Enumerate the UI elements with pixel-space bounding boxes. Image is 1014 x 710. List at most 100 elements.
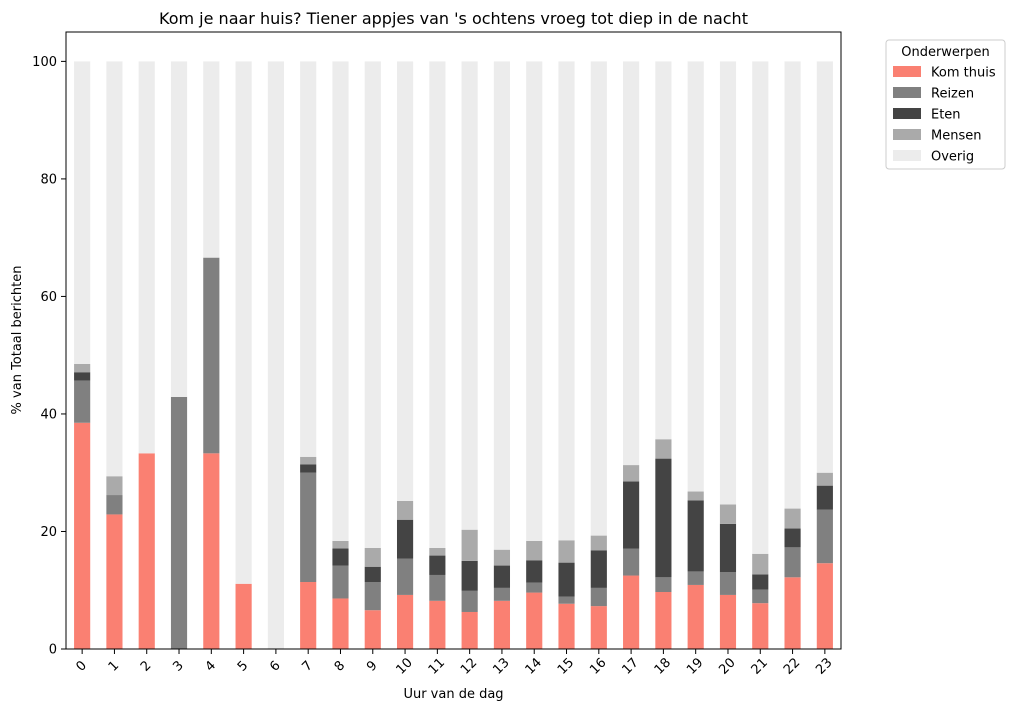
plot-frame <box>65 31 842 650</box>
bar-segment <box>74 422 91 649</box>
bar-segment <box>526 61 543 541</box>
legend-swatch <box>893 129 921 140</box>
bar-segment <box>687 61 704 492</box>
x-tick-label: 13 <box>490 655 512 677</box>
bar-segment <box>138 453 155 649</box>
bar-segment <box>655 439 672 459</box>
y-tick-label: 0 <box>49 643 57 658</box>
bar-segment <box>719 572 737 595</box>
y-tick-label: 20 <box>40 525 57 540</box>
bar-segment <box>719 61 737 505</box>
bar-segment <box>170 61 188 397</box>
bar-segment <box>526 540 543 561</box>
bar-segment <box>429 600 446 649</box>
bar-segment <box>687 584 704 649</box>
bar-segment <box>461 560 478 591</box>
bar-segment <box>332 61 349 541</box>
x-tick-label: 15 <box>555 655 577 677</box>
bar-segment <box>526 582 543 593</box>
bar-segment <box>752 61 769 554</box>
legend-label: Overig <box>931 150 974 165</box>
bar-segment <box>396 500 414 520</box>
bar-segment <box>106 514 123 649</box>
x-tick-label: 18 <box>652 655 674 677</box>
legend-swatch <box>893 150 921 161</box>
bar-segment <box>203 257 220 454</box>
bar-segment <box>623 481 640 549</box>
bar-segment <box>752 553 769 575</box>
legend-label: Kom thuis <box>931 66 996 81</box>
bar-segment <box>526 592 543 649</box>
bar-segment <box>235 583 252 649</box>
bar-segment <box>396 61 414 501</box>
bar-segment <box>526 560 543 583</box>
bar-segment <box>784 577 801 649</box>
bar-segment <box>590 587 607 607</box>
legend-swatch <box>893 108 921 119</box>
bar-segment <box>74 372 91 381</box>
x-tick-label: 12 <box>458 655 480 677</box>
bar-segment <box>461 611 478 649</box>
x-tick-label: 16 <box>587 655 609 677</box>
y-tick-label: 60 <box>40 290 57 305</box>
bar-segment <box>623 61 640 466</box>
legend-swatch <box>893 66 921 77</box>
bar-segment <box>364 582 381 611</box>
bar-segment <box>655 61 672 440</box>
x-tick-label: 23 <box>813 655 835 677</box>
legend: Onderwerpen Kom thuis Reizen Eten Mensen Ove… <box>885 39 1006 170</box>
x-tick-label: 21 <box>749 655 771 677</box>
x-axis-label: Uur van de dag <box>403 687 503 702</box>
bar-segment <box>784 528 801 548</box>
x-tick-label: 9 <box>364 658 380 674</box>
legend-label: Eten <box>931 108 961 123</box>
x-tick-label: 1 <box>106 658 122 674</box>
bar-segment <box>687 491 704 501</box>
bar-segment <box>655 577 672 592</box>
bar-segment <box>655 592 672 649</box>
x-tick-label: 3 <box>170 658 186 674</box>
bar-segment <box>558 61 575 541</box>
x-tick-label: 4 <box>203 658 219 674</box>
legend-title: Onderwerpen <box>901 45 990 60</box>
bar-segment <box>590 550 607 588</box>
bar-segment <box>816 509 833 564</box>
bar-segment <box>752 589 769 604</box>
x-tick-label: 2 <box>138 658 154 674</box>
bar-segment <box>364 566 381 583</box>
x-tick-label: 14 <box>523 655 545 677</box>
bar-segment <box>267 61 284 649</box>
bar-segment <box>558 596 575 604</box>
bar-segment <box>493 61 511 550</box>
bar-segment <box>74 380 91 423</box>
legend-label: Reizen <box>931 87 974 102</box>
x-axis: 0 1 2 3 4 5 6 7 8 9 10 11 12 13 14 15 16 17 18 19 20 21 22 23 <box>73 649 836 678</box>
x-tick-label: 0 <box>73 658 89 674</box>
bars-group <box>74 61 833 649</box>
bar-segment <box>429 547 446 556</box>
bar-segment <box>816 61 833 473</box>
bar-segment <box>106 476 123 496</box>
bar-segment <box>74 61 91 364</box>
y-tick-label: 40 <box>40 407 57 422</box>
bar-segment <box>687 571 704 585</box>
bar-segment <box>655 458 672 578</box>
bar-segment <box>300 456 317 465</box>
bar-segment <box>719 523 737 573</box>
bar-segment <box>784 61 801 509</box>
bar-segment <box>429 61 446 548</box>
bar-segment <box>203 61 220 258</box>
bar-segment <box>300 464 317 473</box>
bar-segment <box>300 582 317 649</box>
bar-segment <box>332 548 349 566</box>
bar-segment <box>300 472 317 583</box>
x-tick-label: 20 <box>716 655 738 677</box>
bar-segment <box>752 574 769 590</box>
bar-segment <box>623 465 640 482</box>
x-tick-label: 22 <box>781 655 803 677</box>
x-tick-label: 5 <box>235 658 251 674</box>
bar-segment <box>784 547 801 578</box>
bar-segment <box>623 548 640 576</box>
bar-segment <box>106 61 123 477</box>
